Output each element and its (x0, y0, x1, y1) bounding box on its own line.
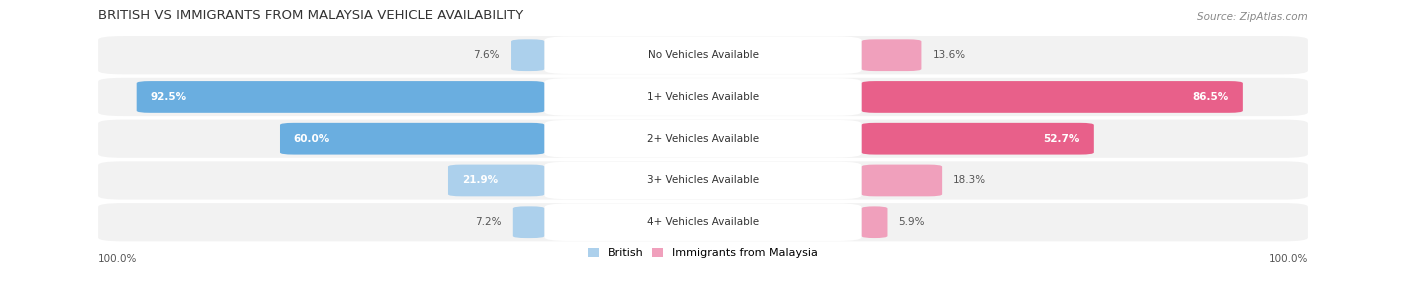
FancyBboxPatch shape (544, 36, 862, 74)
Text: No Vehicles Available: No Vehicles Available (648, 50, 758, 60)
FancyBboxPatch shape (136, 81, 544, 113)
Text: 7.6%: 7.6% (474, 50, 501, 60)
FancyBboxPatch shape (510, 39, 544, 71)
Text: 100.0%: 100.0% (1268, 253, 1308, 263)
FancyBboxPatch shape (862, 206, 887, 238)
FancyBboxPatch shape (544, 203, 862, 241)
Text: 4+ Vehicles Available: 4+ Vehicles Available (647, 217, 759, 227)
Text: 7.2%: 7.2% (475, 217, 502, 227)
Text: 13.6%: 13.6% (932, 50, 966, 60)
Text: 21.9%: 21.9% (461, 176, 498, 185)
FancyBboxPatch shape (449, 165, 544, 196)
FancyBboxPatch shape (544, 120, 862, 158)
Text: 5.9%: 5.9% (898, 217, 925, 227)
FancyBboxPatch shape (98, 78, 1308, 116)
FancyBboxPatch shape (513, 206, 544, 238)
Text: 92.5%: 92.5% (150, 92, 187, 102)
FancyBboxPatch shape (544, 162, 862, 199)
Text: 2+ Vehicles Available: 2+ Vehicles Available (647, 134, 759, 144)
Text: 100.0%: 100.0% (98, 253, 138, 263)
FancyBboxPatch shape (862, 165, 942, 196)
Text: Source: ZipAtlas.com: Source: ZipAtlas.com (1197, 12, 1308, 22)
FancyBboxPatch shape (862, 81, 1243, 113)
FancyBboxPatch shape (862, 39, 921, 71)
Text: 1+ Vehicles Available: 1+ Vehicles Available (647, 92, 759, 102)
FancyBboxPatch shape (98, 203, 1308, 241)
FancyBboxPatch shape (862, 123, 1094, 154)
FancyBboxPatch shape (280, 123, 544, 154)
Text: 18.3%: 18.3% (953, 176, 986, 185)
Text: 86.5%: 86.5% (1192, 92, 1229, 102)
Text: BRITISH VS IMMIGRANTS FROM MALAYSIA VEHICLE AVAILABILITY: BRITISH VS IMMIGRANTS FROM MALAYSIA VEHI… (98, 9, 523, 22)
FancyBboxPatch shape (98, 120, 1308, 158)
FancyBboxPatch shape (98, 161, 1308, 200)
FancyBboxPatch shape (98, 36, 1308, 74)
FancyBboxPatch shape (544, 78, 862, 116)
Text: 3+ Vehicles Available: 3+ Vehicles Available (647, 176, 759, 185)
Text: 60.0%: 60.0% (294, 134, 330, 144)
Text: 52.7%: 52.7% (1043, 134, 1080, 144)
Legend: British, Immigrants from Malaysia: British, Immigrants from Malaysia (583, 243, 823, 263)
